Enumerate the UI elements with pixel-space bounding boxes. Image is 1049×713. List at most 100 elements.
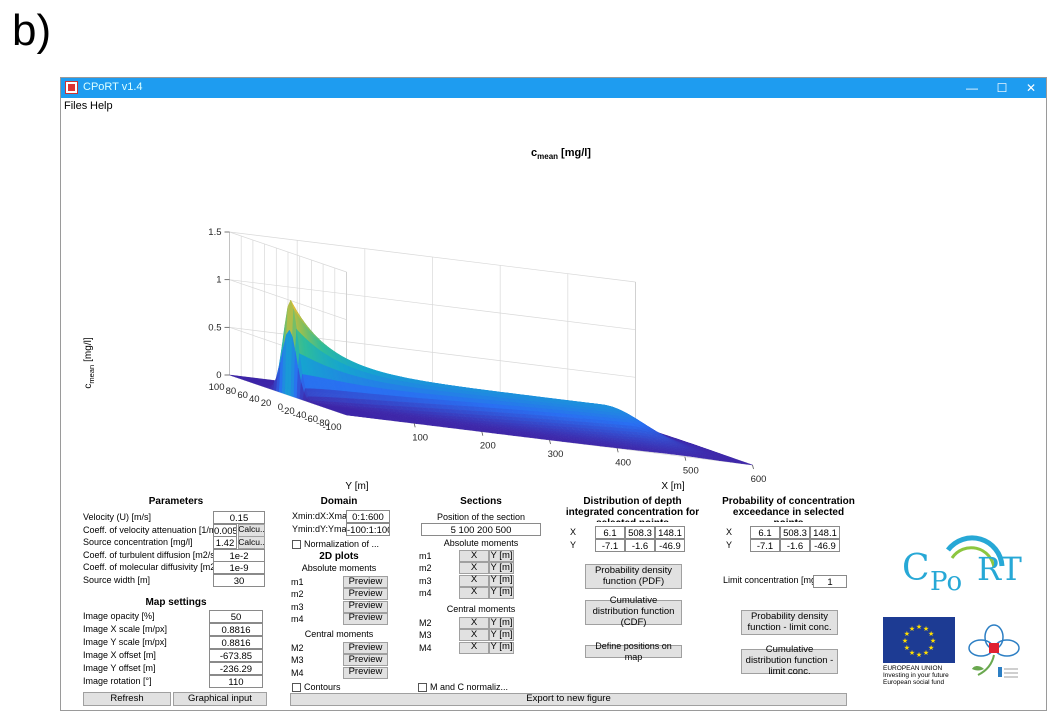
map-setting-label: Image rotation [°] (83, 676, 152, 686)
refresh-button[interactable]: Refresh (83, 692, 171, 706)
point-y-input[interactable]: -7.1 (595, 539, 625, 552)
cport-logo-po: Po (930, 567, 962, 597)
section-x-button[interactable]: X (459, 629, 489, 642)
graphical-input-button[interactable]: Graphical input (173, 692, 267, 706)
parameter-input[interactable]: 1e-9 (213, 561, 265, 574)
limit-concentration-label: Limit concentration [mg/l] (723, 575, 824, 585)
surface-mesh (229, 299, 753, 466)
point-y-input[interactable]: -46.9 (810, 539, 840, 552)
cdf-limit-button[interactable]: Cumulative distribution function - limit… (741, 644, 838, 677)
section-x-button[interactable]: X (459, 617, 489, 629)
parameter-label: Coeff. of turbulent diffusion [m2/s] (83, 549, 218, 560)
export-figure-button[interactable]: Export to new figure (290, 693, 847, 706)
sections-absolute-title: Absolute moments (443, 538, 519, 548)
point-x-input[interactable]: 148.1 (810, 526, 840, 539)
menu-files[interactable]: Files (64, 100, 88, 112)
limit-concentration-input[interactable]: 1 (813, 575, 847, 588)
point-y-input[interactable]: -46.9 (655, 539, 685, 552)
ministry-flower-icon (968, 624, 1020, 678)
section-y-button[interactable]: Y [m] (489, 549, 514, 562)
section-x-button[interactable]: X (459, 586, 489, 599)
domain-central-label: M2 (291, 643, 304, 653)
calculate-button[interactable]: Calcu.. (238, 523, 265, 537)
point-x-input[interactable]: 508.3 (780, 526, 810, 539)
point-x-input[interactable]: 6.1 (750, 526, 780, 539)
section-x-button[interactable]: X (459, 550, 489, 562)
preview-button[interactable]: Preview (343, 600, 388, 613)
section-y-button[interactable]: Y [m] (489, 574, 514, 587)
eu-star-icon: ★ (909, 625, 915, 633)
x-tick-mark (413, 423, 416, 428)
preview-button[interactable]: Preview (343, 588, 388, 601)
section-x-button[interactable]: X (459, 562, 489, 575)
menu-help[interactable]: Help (90, 100, 113, 112)
xrange-label: Xmin:dX:Xmax (292, 511, 352, 521)
close-button[interactable]: ✕ (1025, 81, 1037, 95)
parameter-input[interactable]: 30 (213, 573, 265, 587)
section-x-button[interactable]: X (459, 641, 489, 654)
point-y-input[interactable]: -1.6 (780, 539, 810, 552)
z-tick-label: 1 (216, 275, 221, 286)
section-moment-label: m2 (419, 563, 432, 574)
parameter-input[interactable]: 1.42 (213, 536, 237, 549)
domain-title: Domain (320, 496, 358, 507)
map-setting-input[interactable]: -236.29 (209, 662, 263, 675)
preview-button[interactable]: Preview (343, 612, 388, 625)
section-y-button[interactable]: Y [m] (489, 628, 514, 642)
preview-button[interactable]: Preview (343, 642, 388, 654)
define-positions-button[interactable]: Define positions on map (585, 641, 682, 662)
map-setting-label: Image opacity [%] (83, 611, 155, 621)
section-y-button[interactable]: Y [m] (489, 616, 514, 629)
section-position-input[interactable]: 5 100 200 500 (421, 523, 541, 536)
section-y-button[interactable]: Y [m] (489, 561, 514, 575)
section-moment-label: M3 (419, 630, 432, 641)
x-tick-mark (481, 431, 484, 436)
pdf-limit-button[interactable]: Probability density function - limit con… (741, 610, 838, 635)
map-setting-input[interactable]: 110 (209, 675, 263, 688)
parameter-label: Coeff. of velocity attenuation [1/m] (83, 524, 219, 535)
normalization-label: Normalization of ... (304, 539, 380, 549)
y-tick-label: -100 (322, 422, 341, 433)
x-tick-label: 600 (751, 474, 767, 485)
window-title: CPoRT v1.4 (83, 81, 143, 93)
calculate-button[interactable]: Calcu.. (238, 536, 265, 549)
section-y-button[interactable]: Y [m] (489, 641, 514, 654)
plots-2d-title: 2D plots (319, 551, 359, 562)
preview-button[interactable]: Preview (343, 654, 388, 667)
normalization-checkbox[interactable] (292, 540, 301, 549)
parameter-input[interactable]: 0.15 (213, 511, 265, 524)
map-setting-input[interactable]: -673.85 (209, 649, 263, 662)
point-y-input[interactable]: -7.1 (750, 539, 780, 552)
mc-normaliz-label: M and C normaliz... (430, 682, 509, 692)
parameter-input[interactable]: 1e-2 (213, 548, 265, 562)
parameter-input[interactable]: 0.005 (213, 523, 237, 537)
preview-button[interactable]: Preview (343, 576, 388, 588)
distribution-y-label: Y (570, 540, 577, 550)
mc-normaliz-checkbox[interactable] (418, 683, 427, 692)
section-moment-label: m4 (419, 587, 432, 598)
eu-star-icon: ★ (928, 630, 934, 638)
section-x-button[interactable]: X (459, 574, 489, 587)
point-y-input[interactable]: -1.6 (625, 539, 655, 552)
x-tick-mark (549, 439, 551, 445)
domain-moment-label: m2 (291, 589, 304, 600)
x-tick-label: 400 (615, 457, 631, 468)
maximize-button[interactable]: ☐ (996, 81, 1008, 95)
map-setting-input[interactable]: 0.8816 (209, 623, 263, 636)
point-x-input[interactable]: 6.1 (595, 526, 625, 539)
preview-button[interactable]: Preview (343, 666, 388, 679)
cdf-button[interactable]: Cumulative distribution function (CDF) (585, 595, 682, 628)
yrange-input[interactable]: -100:1:100 (346, 523, 390, 536)
figure-label: b) (12, 6, 52, 55)
contours-checkbox[interactable] (292, 683, 301, 692)
minimize-button[interactable]: — (966, 81, 978, 95)
map-setting-input[interactable]: 0.8816 (209, 636, 263, 649)
point-x-input[interactable]: 508.3 (625, 526, 655, 539)
section-y-button[interactable]: Y [m] (489, 586, 514, 599)
pdf-button[interactable]: Probability density function (PDF) (585, 564, 682, 589)
xrange-input[interactable]: 0:1:600 (346, 510, 390, 523)
map-setting-input[interactable]: 50 (209, 610, 263, 623)
point-x-input[interactable]: 148.1 (655, 526, 685, 539)
domain-central-label: M3 (291, 655, 304, 666)
